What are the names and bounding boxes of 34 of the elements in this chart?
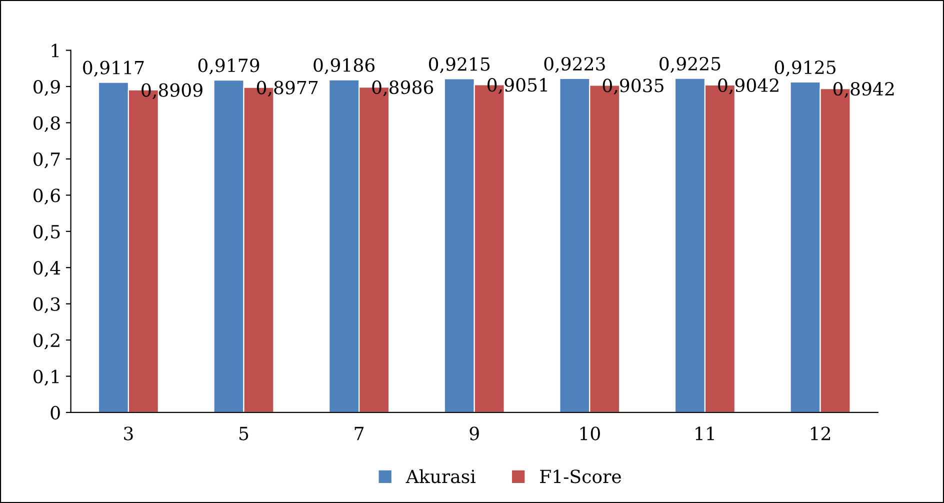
x-tick-label: 10 bbox=[580, 426, 600, 440]
y-tick-label: 0,6 bbox=[34, 188, 60, 204]
x-tick-label: 11 bbox=[696, 426, 714, 440]
data-label: 0,9125 bbox=[774, 60, 836, 76]
data-label: 0,8986 bbox=[372, 80, 434, 96]
y-tick-label: 0 bbox=[50, 406, 60, 420]
data-label: 0,9223 bbox=[544, 56, 605, 73]
data-label: 0,9215 bbox=[428, 57, 490, 74]
x-tick-label: 12 bbox=[810, 426, 830, 440]
data-label: 0,8977 bbox=[256, 80, 318, 97]
data-label: 0,9179 bbox=[198, 58, 260, 74]
x-tick-label: 3 bbox=[124, 426, 133, 440]
data-label: 0,8942 bbox=[833, 82, 894, 98]
y-tick-label: 0,8 bbox=[34, 116, 60, 132]
x-tick-label: 9 bbox=[470, 426, 479, 440]
data-label: 0,9117 bbox=[83, 60, 144, 77]
legend-label: F1-Score bbox=[540, 470, 621, 484]
x-tick-label: 7 bbox=[354, 426, 364, 440]
y-tick-label: 0,7 bbox=[34, 152, 60, 168]
y-tick-label: 0,1 bbox=[34, 370, 59, 386]
y-tick-label: 1 bbox=[52, 44, 59, 58]
data-label: 0,9051 bbox=[488, 78, 547, 94]
y-tick-label: 0,4 bbox=[34, 261, 60, 277]
data-label: 0,9225 bbox=[660, 56, 720, 73]
data-label: 0,8909 bbox=[142, 83, 202, 100]
legend-label: Akurasi bbox=[406, 469, 476, 484]
y-tick-label: 0,3 bbox=[34, 297, 60, 314]
y-tick-label: 0,9 bbox=[34, 80, 60, 96]
data-label: 0,9035 bbox=[602, 78, 664, 94]
data-label: 0,9042 bbox=[718, 78, 778, 94]
y-tick-label: 0,5 bbox=[34, 224, 60, 241]
data-label: 0,9186 bbox=[314, 58, 375, 74]
x-tick-label: 5 bbox=[240, 426, 248, 440]
y-tick-label: 0,2 bbox=[34, 333, 60, 350]
